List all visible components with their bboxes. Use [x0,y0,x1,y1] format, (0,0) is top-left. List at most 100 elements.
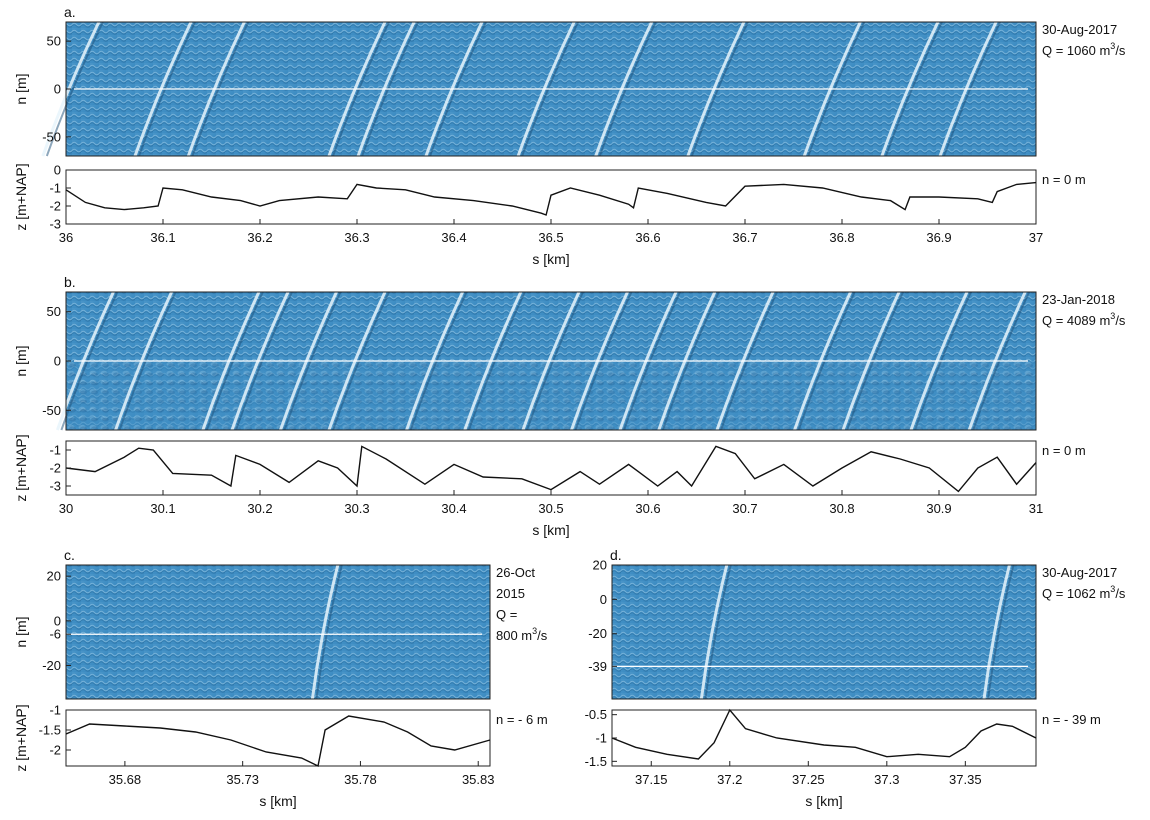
panel-b: 50 0 -50 b. n [m] 23-Jan-2018 Q = 4089 m3/s [13,274,1126,431]
x-tick-label: 35.78 [344,772,377,787]
annotation-superscript: 3 [1110,41,1115,51]
x-tick-label: 30.2 [247,501,272,516]
x-tick-label: 36.3 [344,230,369,245]
panel-c: 20 0-6 -20 c. n [m] 26-Oct 2015 Q = 800 m3/s [13,547,548,700]
annotation-line: 30-Aug-2017 [1042,22,1117,37]
bed-profile-line [65,715,491,768]
transect-annotation: n = - 39 m [1042,712,1101,727]
annotation-unit: /s [1115,313,1126,328]
y-tick-label: -2 [49,199,61,214]
annotation-superscript: 3 [1110,311,1115,321]
axes-box [65,709,491,767]
y-tick-label: -39 [588,659,607,674]
x-tick-label: 37.35 [949,772,982,787]
x-tick-label: 37 [1029,230,1043,245]
annotation-superscript: 3 [532,626,537,636]
y-axis-label: n [m] [13,345,29,376]
y-tick-label: -1 [49,443,61,458]
y-tick-label: 0 [54,163,61,178]
y-tick-label: -6 [49,627,61,642]
y-tick-label: 0 [600,592,607,607]
y-axis-label: z [m+NAP] [13,704,29,771]
x-tick-label: 36.2 [247,230,272,245]
dune-crest [310,564,340,700]
dune-crest [699,564,729,700]
x-tick-label: 36.5 [538,230,563,245]
x-axis-label: s [km] [805,793,842,809]
bed-profile-line [611,708,1037,760]
annotation-line: Q = 1060 m3/s [1042,41,1126,58]
bed-profile-line [65,445,1037,493]
y-axis-label: n [m] [13,73,29,104]
x-tick-label: 30.9 [926,501,951,516]
x-tick-label: 30 [59,501,73,516]
panel-c2: 35.68 35.73 35.78 35.83 -1 -1.5 -2 s [km] z [m+N… [13,703,548,810]
y-tick-label: -1.5 [39,723,61,738]
x-tick-label: 30.3 [344,501,369,516]
x-tick-label: 36.1 [150,230,175,245]
transect-annotation: n = 0 m [1042,172,1086,187]
y-tick-label: 50 [47,304,61,319]
y-tick-label: 50 [47,34,61,49]
bathymetry-image [66,565,490,699]
x-tick-label: 30.5 [538,501,563,516]
panel-d: 20 0 -20 -39 d. 30-Aug-2017 Q = 1062 m3/s [588,547,1126,700]
x-tick-label: 36.7 [732,230,757,245]
axes-box [65,564,491,700]
y-axis-label: n [m] [13,616,29,647]
x-tick-label: 30.6 [635,501,660,516]
dune-shadow [45,21,104,157]
annotation-superscript: 3 [1110,584,1115,594]
y-tick-label: -2 [49,743,61,758]
y-tick-label: -50 [42,129,61,144]
y-tick-label: -3 [49,479,61,494]
panel-b2: 30 30.1 30.2 30.3 30.4 30.5 30.6 30.7 30.8 30.9 31… [13,434,1086,538]
x-tick-label: 30.8 [829,501,854,516]
y-tick-label: -3 [49,217,61,232]
x-axis-label: s [km] [259,793,296,809]
y-tick-label: 0 [54,82,61,97]
panel-letter: d. [610,547,622,563]
x-tick-label: 30.1 [150,501,175,516]
annotation-unit: /s [1115,586,1126,601]
bathymetry-image [612,565,1036,699]
axes-box [611,709,1037,767]
annotation-line: 23-Jan-2018 [1042,292,1115,307]
axes-box [65,440,1037,496]
dune-shadow [987,564,1015,700]
x-tick-label: 37.2 [717,772,742,787]
x-tick-label: 37.25 [792,772,825,787]
dune-shadow [315,564,343,700]
transect-annotation: n = - 6 m [496,712,548,727]
y-axis-label: z [m+NAP] [13,434,29,501]
annotation-line: Q = 1062 m3/s [1042,584,1126,601]
y-tick-label: -1 [595,731,607,746]
panel-letter: b. [64,274,76,290]
dune-shadow [704,564,732,700]
y-tick-label: -2 [49,461,61,476]
x-tick-label: 35.68 [109,772,142,787]
x-axis-label: s [km] [532,251,569,267]
x-tick-label: 35.73 [226,772,259,787]
y-tick-label: -1 [49,181,61,196]
axes-box [65,169,1037,225]
axes-box [611,564,1037,700]
y-tick-label: -50 [42,403,61,418]
x-tick-label: 36 [59,230,73,245]
y-tick-label: 20 [593,558,607,573]
annotation-unit: /s [537,628,548,643]
x-tick-label: 31 [1029,501,1043,516]
x-tick-label: 36.4 [441,230,466,245]
annotation-line: 30-Aug-2017 [1042,565,1117,580]
x-tick-label: 37.15 [635,772,668,787]
annotation-line: 800 m3/s [496,626,548,643]
x-tick-label: 30.7 [732,501,757,516]
dune-crest [982,564,1011,700]
annotation-line: 2015 [496,586,525,601]
y-tick-label: -20 [42,658,61,673]
panel-a2: 36 36.1 36.2 36.3 36.4 36.5 36.6 36.7 36.8 36.9 37… [13,163,1086,268]
panel-d2: 37.15 37.2 37.25 37.3 37.35 -0.5 -1 -1.5 s [km] n… [585,707,1101,809]
y-tick-label: 20 [47,569,61,584]
x-tick-label: 35.83 [462,772,495,787]
